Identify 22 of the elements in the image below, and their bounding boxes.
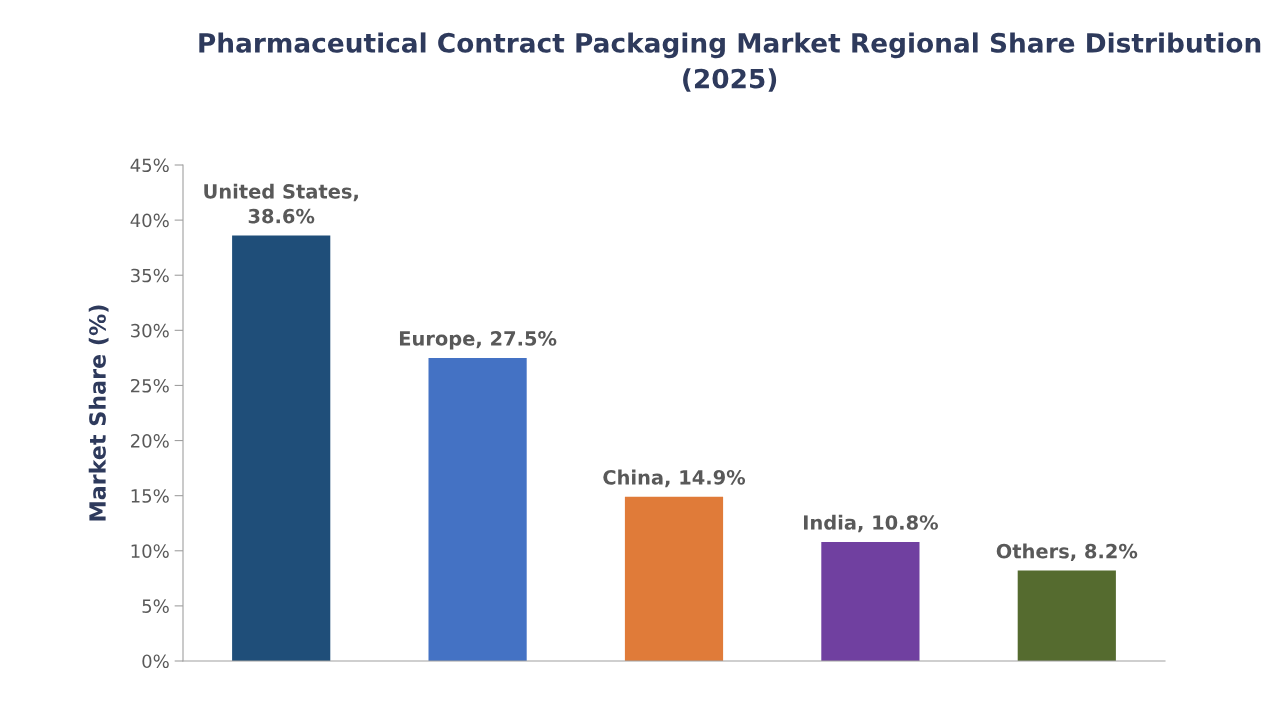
bar <box>821 541 920 661</box>
bar <box>232 235 331 661</box>
bar <box>624 496 724 661</box>
y-tick-label: 10% <box>131 544 169 558</box>
y-tick-label: 35% <box>131 268 169 283</box>
y-tick-label: 40% <box>130 213 169 228</box>
data-label: Others, 8.2% <box>996 543 1138 561</box>
bar <box>428 357 527 661</box>
y-tick-label: 30% <box>131 323 169 338</box>
data-label: Europe, 27.5% <box>399 331 557 350</box>
chart-title: Pharmaceutical Contract Packaging Market Regional Share Distribution (2025) <box>199 32 1261 92</box>
y-axis-title: Market Share (%) <box>88 305 109 521</box>
bar <box>1017 570 1116 661</box>
y-tick-label: 5% <box>142 599 169 614</box>
y-tick-label: 15% <box>131 489 169 503</box>
y-tick-label: 25% <box>131 378 169 393</box>
data-label: China, 14.9% <box>603 469 746 488</box>
y-tick-label: 20% <box>131 434 169 448</box>
data-label: India, 10.8% <box>803 514 938 533</box>
y-tick-label: 45% <box>130 158 169 173</box>
data-label: United States, 38.6% <box>204 183 358 224</box>
y-tick-label: 0% <box>142 654 169 669</box>
